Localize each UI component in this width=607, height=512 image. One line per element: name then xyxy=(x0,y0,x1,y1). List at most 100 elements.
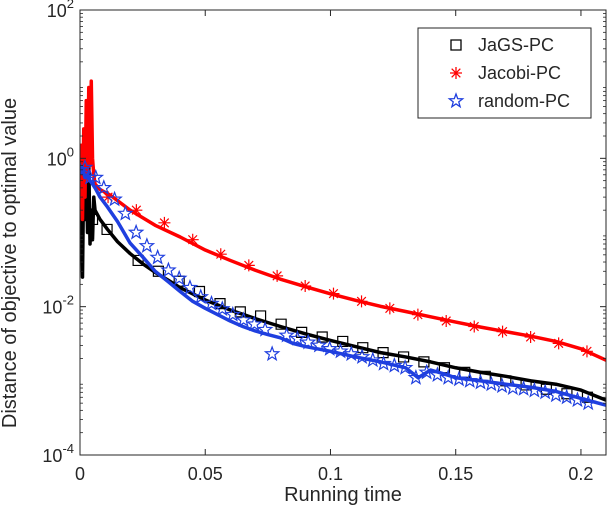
jags-pc-marker xyxy=(337,335,349,348)
legend-label-jags-pc: JaGS-PC xyxy=(478,35,554,55)
jacobi-pc-marker xyxy=(496,325,509,338)
jacobi-pc-marker xyxy=(299,279,312,292)
jacobi-pc-marker xyxy=(355,295,368,308)
jags-pc-marker xyxy=(316,331,328,343)
jags-pc-marker xyxy=(254,310,267,322)
random-pc-marker xyxy=(310,336,328,353)
random-pc-marker xyxy=(536,383,554,400)
jags-pc-marker xyxy=(357,342,369,354)
jacobi-pc-marker xyxy=(186,233,199,246)
jacobi-pc-marker xyxy=(327,287,340,300)
random-pc-marker xyxy=(332,342,349,359)
random-pc-marker xyxy=(407,369,425,385)
y-tick-label: 10-4 xyxy=(42,441,74,466)
jacobi-pc-series xyxy=(80,79,606,362)
jacobi-pc-marker xyxy=(524,330,537,343)
random-pc-marker xyxy=(149,248,166,265)
y-tick-base: 10 xyxy=(42,446,62,466)
random-pc-marker xyxy=(493,377,511,394)
jacobi-pc-marker xyxy=(242,259,255,272)
legend: JaGS-PC Jacobi-PC random-PC xyxy=(417,27,592,119)
jacobi-pc-marker xyxy=(552,337,565,350)
x-tick-label: 0.05 xyxy=(188,464,223,484)
random-pc-series xyxy=(80,158,606,411)
x-tick-label: 0.15 xyxy=(438,464,473,484)
random-pc-line xyxy=(80,165,606,407)
y-tick-base: 10 xyxy=(42,298,62,318)
random-pc-marker xyxy=(299,333,317,350)
random-pc-marker xyxy=(80,161,89,177)
random-pc-marker xyxy=(181,278,199,295)
random-pc-marker xyxy=(396,359,414,375)
random-pc-marker xyxy=(450,370,468,387)
random-pc-marker xyxy=(256,320,274,337)
plot-area xyxy=(80,79,606,411)
random-pc-marker xyxy=(224,305,242,322)
random-pc-marker xyxy=(547,386,565,403)
random-pc-marker xyxy=(235,311,252,328)
legend-marker-jags-pc xyxy=(450,39,462,51)
x-axis-label: Running time xyxy=(284,484,402,506)
random-pc-marker xyxy=(439,369,457,385)
random-pc-marker xyxy=(418,363,435,380)
random-pc-marker xyxy=(160,261,177,278)
random-pc-marker xyxy=(95,179,113,195)
random-pc-marker xyxy=(87,168,105,185)
jacobi-pc-marker xyxy=(468,320,481,333)
random-pc-marker xyxy=(558,388,575,405)
y-axis-label: Distance of objective to optimal value xyxy=(0,98,21,428)
jacobi-pc-marker xyxy=(580,345,593,358)
random-pc-marker xyxy=(375,354,392,371)
legend-label-jacobi-pc: Jacobi-PC xyxy=(478,63,561,83)
y-tick-label: 100 xyxy=(47,144,74,169)
random-pc-marker xyxy=(569,391,586,408)
random-pc-marker xyxy=(106,190,123,207)
random-pc-marker xyxy=(278,326,295,343)
random-pc-marker xyxy=(263,345,281,362)
axes-box xyxy=(79,9,607,456)
jacobi-pc-line xyxy=(80,79,606,362)
random-pc-marker xyxy=(213,300,231,317)
random-pc-marker xyxy=(579,394,597,411)
random-pc-marker xyxy=(81,168,99,185)
random-pc-marker xyxy=(342,345,360,362)
random-pc-marker xyxy=(80,158,94,175)
random-pc-marker xyxy=(353,348,371,365)
jags-pc-marker xyxy=(418,356,430,368)
random-pc-marker xyxy=(364,351,382,368)
random-pc-marker xyxy=(117,204,134,221)
y-tick-base: 10 xyxy=(47,149,67,169)
random-pc-marker xyxy=(289,329,306,346)
y-tick-exponent: 0 xyxy=(67,144,74,159)
random-pc-marker xyxy=(170,269,188,286)
random-pc-marker xyxy=(203,294,220,311)
legend-box xyxy=(417,27,592,119)
random-pc-marker xyxy=(429,366,446,383)
jacobi-pc-marker xyxy=(411,308,424,321)
x-tick-label: 0 xyxy=(75,464,85,484)
jacobi-pc-marker xyxy=(440,315,453,328)
random-pc-marker xyxy=(127,223,145,240)
random-pc-marker xyxy=(472,373,489,390)
jags-pc-marker xyxy=(398,351,410,363)
legend-marker-jacobi-pc xyxy=(450,67,462,79)
y-tick-exponent: -2 xyxy=(62,293,74,308)
y-axis-label-group: Distance of objective to optimal value xyxy=(0,98,21,428)
jags-pc-marker xyxy=(101,223,113,236)
y-tick-label: 102 xyxy=(47,0,74,21)
x-tick-label: 0.2 xyxy=(568,464,593,484)
y-tick-base: 10 xyxy=(47,1,67,21)
jacobi-pc-marker xyxy=(271,269,284,282)
random-pc-marker xyxy=(504,379,522,396)
jacobi-pc-marker xyxy=(158,216,171,229)
jags-pc-marker xyxy=(377,347,389,359)
random-pc-marker xyxy=(386,356,403,373)
random-pc-marker xyxy=(321,340,339,356)
legend-marker-random-pc xyxy=(447,92,465,109)
jacobi-pc-marker xyxy=(214,248,227,261)
x-tick-label: 0.1 xyxy=(318,464,343,484)
random-pc-marker xyxy=(526,381,543,398)
y-tick-label: 10-2 xyxy=(42,293,74,318)
